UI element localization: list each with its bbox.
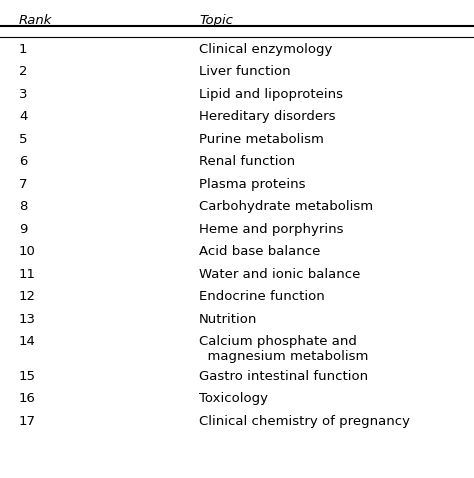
Text: 6: 6 (19, 155, 27, 168)
Text: 12: 12 (19, 290, 36, 303)
Text: Hereditary disorders: Hereditary disorders (199, 110, 336, 123)
Text: 3: 3 (19, 88, 27, 101)
Text: 5: 5 (19, 133, 27, 146)
Text: 16: 16 (19, 392, 36, 405)
Text: Toxicology: Toxicology (199, 392, 268, 405)
Text: Rank: Rank (19, 14, 52, 27)
Text: Gastro intestinal function: Gastro intestinal function (199, 370, 368, 383)
Text: Topic: Topic (199, 14, 233, 27)
Text: Endocrine function: Endocrine function (199, 290, 325, 303)
Text: Clinical enzymology: Clinical enzymology (199, 43, 332, 56)
Text: Clinical chemistry of pregnancy: Clinical chemistry of pregnancy (199, 415, 410, 428)
Text: Acid base balance: Acid base balance (199, 245, 320, 258)
Text: 8: 8 (19, 200, 27, 213)
Text: Heme and porphyrins: Heme and porphyrins (199, 223, 344, 236)
Text: 9: 9 (19, 223, 27, 236)
Text: 1: 1 (19, 43, 27, 56)
Text: Liver function: Liver function (199, 65, 291, 78)
Text: 11: 11 (19, 268, 36, 281)
Text: Nutrition: Nutrition (199, 313, 257, 326)
Text: Carbohydrate metabolism: Carbohydrate metabolism (199, 200, 373, 213)
Text: Calcium phosphate and
  magnesium metabolism: Calcium phosphate and magnesium metaboli… (199, 335, 368, 363)
Text: 7: 7 (19, 178, 27, 191)
Text: Purine metabolism: Purine metabolism (199, 133, 324, 146)
Text: Water and ionic balance: Water and ionic balance (199, 268, 360, 281)
Text: Lipid and lipoproteins: Lipid and lipoproteins (199, 88, 343, 101)
Text: 13: 13 (19, 313, 36, 326)
Text: Renal function: Renal function (199, 155, 295, 168)
Text: 17: 17 (19, 415, 36, 428)
Text: 10: 10 (19, 245, 36, 258)
Text: Plasma proteins: Plasma proteins (199, 178, 306, 191)
Text: 2: 2 (19, 65, 27, 78)
Text: 15: 15 (19, 370, 36, 383)
Text: 4: 4 (19, 110, 27, 123)
Text: 14: 14 (19, 335, 36, 348)
